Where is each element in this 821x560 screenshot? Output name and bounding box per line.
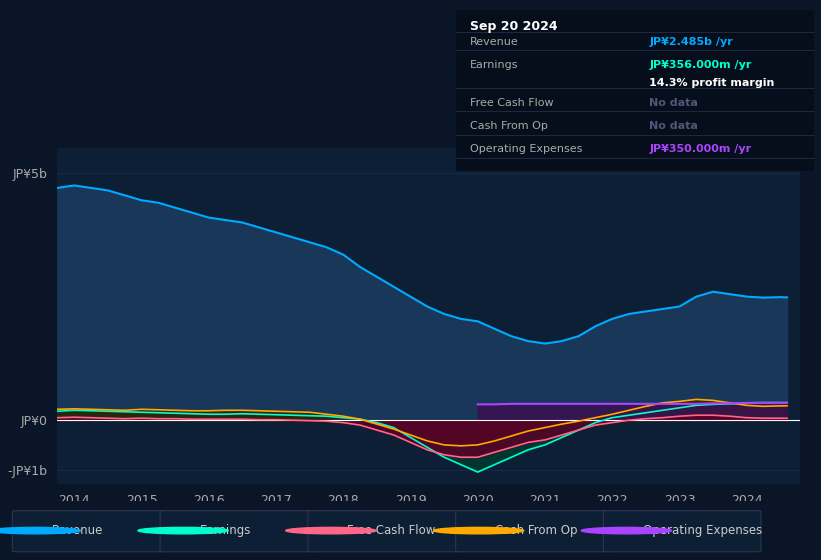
FancyBboxPatch shape <box>12 511 170 552</box>
FancyBboxPatch shape <box>603 511 761 552</box>
Text: 14.3% profit margin: 14.3% profit margin <box>649 78 775 88</box>
Text: Cash From Op: Cash From Op <box>470 121 548 131</box>
Text: Sep 20 2024: Sep 20 2024 <box>470 20 557 32</box>
Circle shape <box>286 528 376 534</box>
Text: Operating Expenses: Operating Expenses <box>643 524 762 537</box>
Text: Revenue: Revenue <box>470 36 519 46</box>
Text: Free Cash Flow: Free Cash Flow <box>470 97 553 108</box>
Text: Revenue: Revenue <box>52 524 103 537</box>
Text: Earnings: Earnings <box>200 524 251 537</box>
Text: JP¥356.000m /yr: JP¥356.000m /yr <box>649 60 752 70</box>
Text: No data: No data <box>649 97 699 108</box>
FancyBboxPatch shape <box>308 511 466 552</box>
Text: Cash From Op: Cash From Op <box>495 524 577 537</box>
FancyBboxPatch shape <box>160 511 318 552</box>
Text: No data: No data <box>649 121 699 131</box>
FancyBboxPatch shape <box>456 511 613 552</box>
Circle shape <box>581 528 672 534</box>
Circle shape <box>433 528 524 534</box>
Text: Operating Expenses: Operating Expenses <box>470 144 582 155</box>
Text: JP¥2.485b /yr: JP¥2.485b /yr <box>649 36 733 46</box>
Text: Free Cash Flow: Free Cash Flow <box>347 524 436 537</box>
Circle shape <box>0 528 80 534</box>
Text: JP¥350.000m /yr: JP¥350.000m /yr <box>649 144 751 155</box>
Circle shape <box>138 528 228 534</box>
Text: Earnings: Earnings <box>470 60 519 70</box>
